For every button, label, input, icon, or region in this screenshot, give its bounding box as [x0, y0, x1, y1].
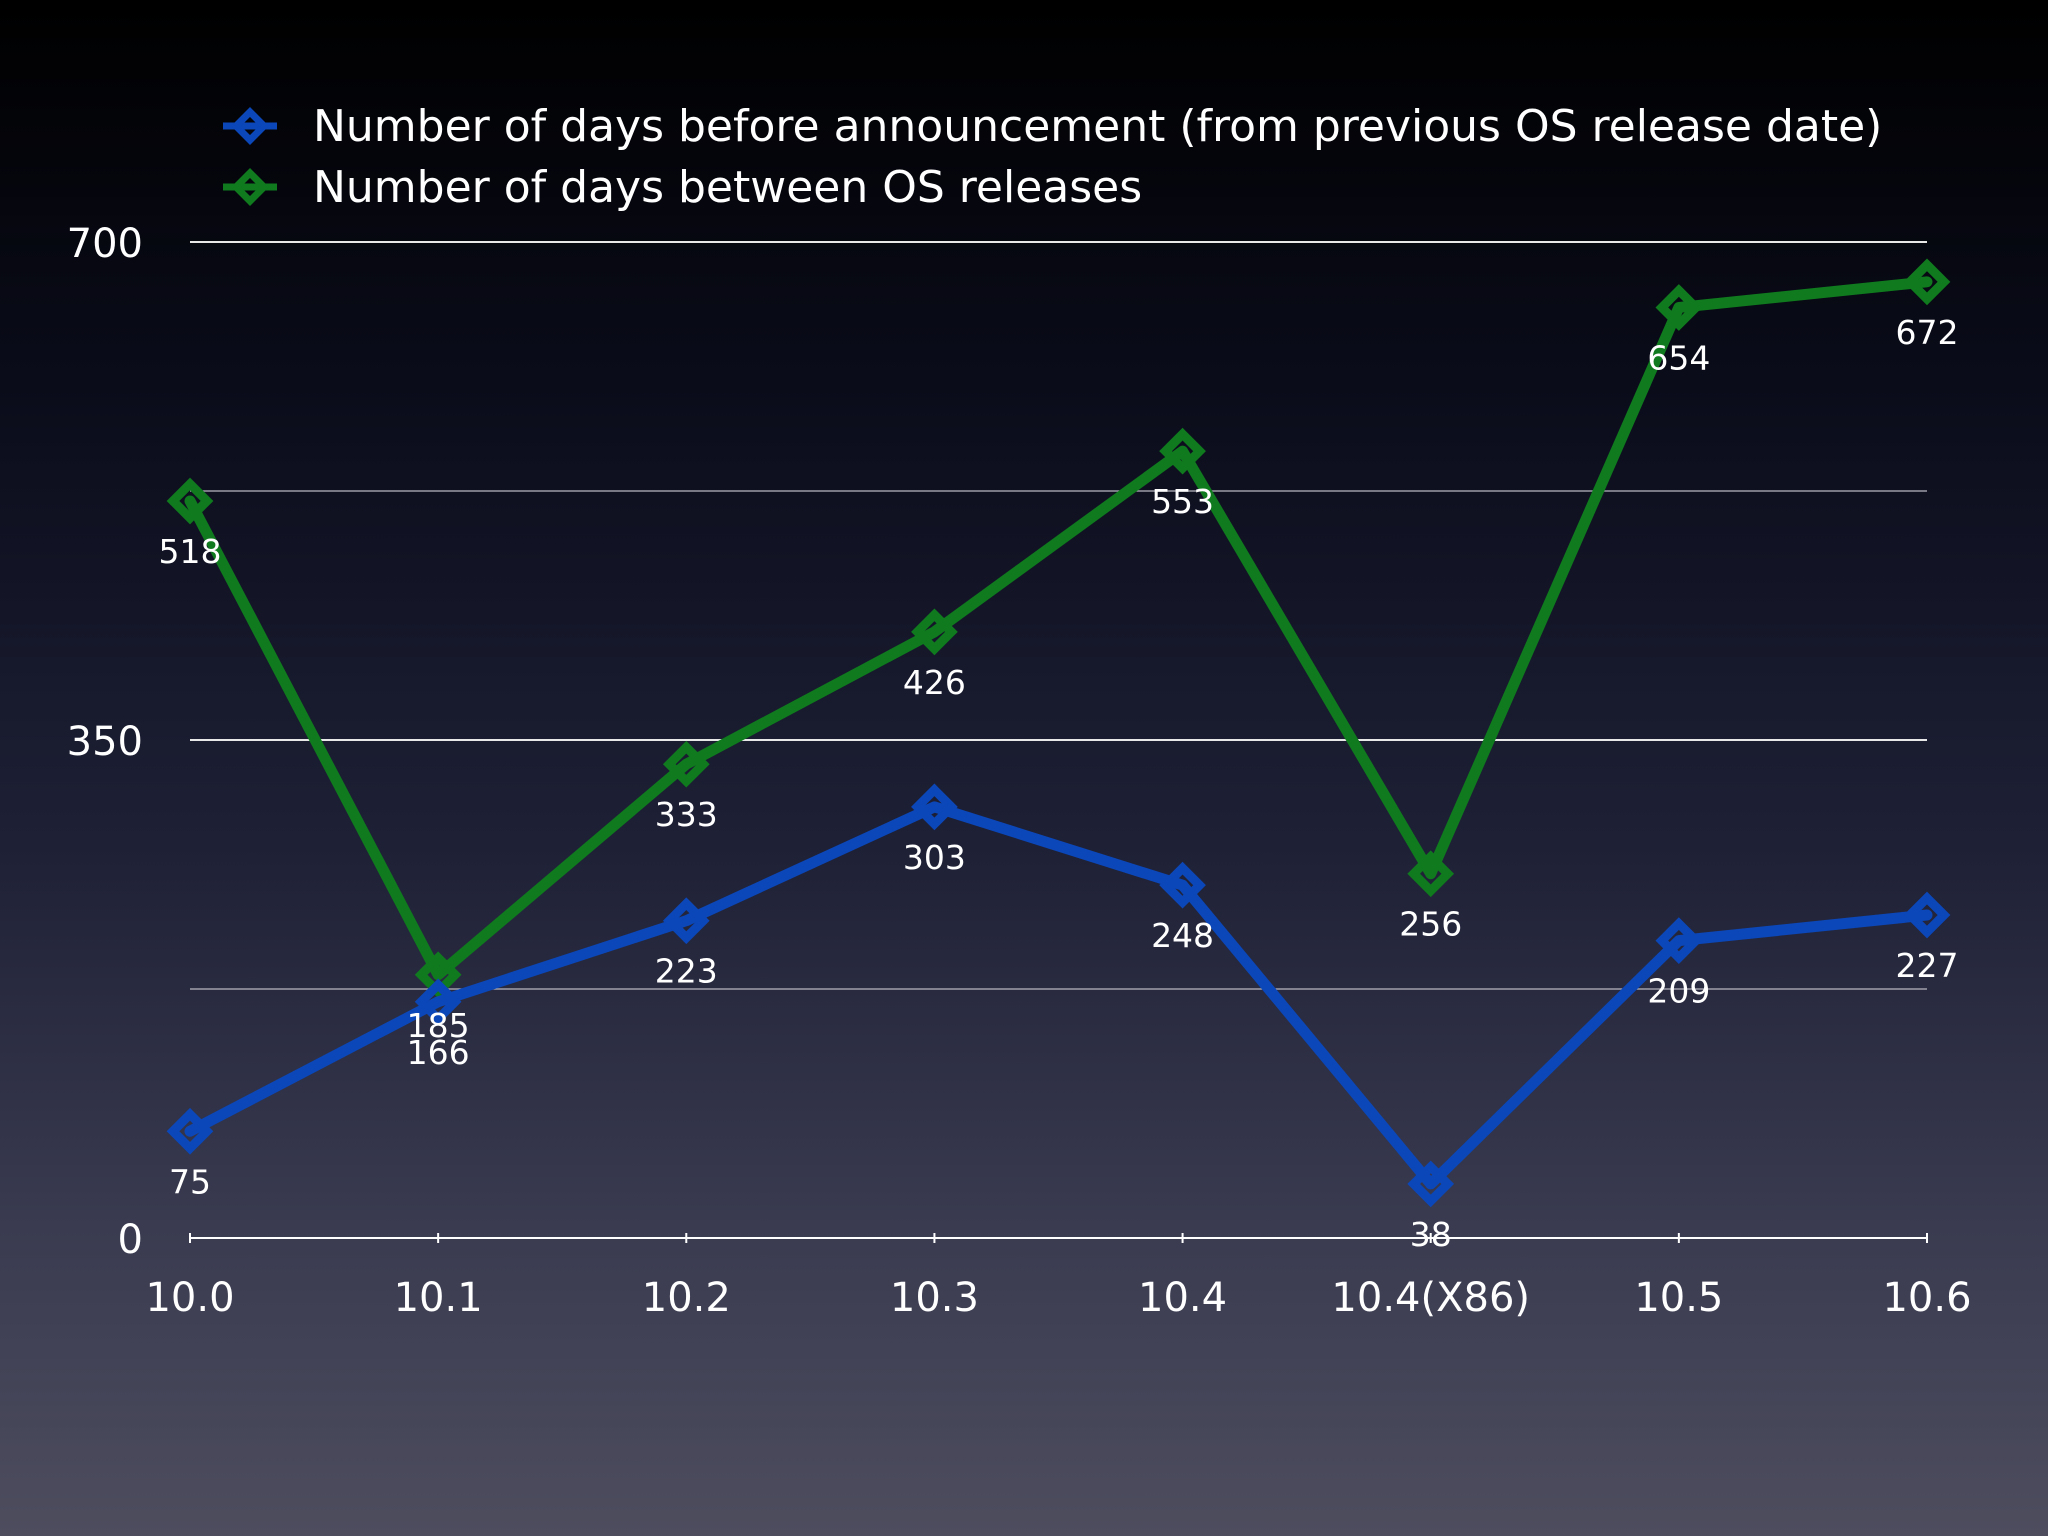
- legend-item-green: Number of days between OS releases: [223, 162, 1142, 213]
- y-tick-label-700: 700: [67, 221, 143, 267]
- x-tick-label-3: 10.3: [890, 1275, 979, 1321]
- data-point-1-7: [1903, 258, 1951, 306]
- x-tick-label-1: 10.1: [394, 1275, 483, 1321]
- x-tick-label-6: 10.5: [1634, 1275, 1723, 1321]
- legend-label-blue: Number of days before announcement (from…: [313, 101, 1882, 152]
- data-label-1-3: 426: [903, 663, 966, 702]
- legend-item-blue: Number of days before announcement (from…: [223, 101, 1882, 152]
- legend-marker-blue: [231, 107, 269, 145]
- data-label-1-4: 553: [1151, 482, 1214, 521]
- legend-marker-green: [231, 168, 269, 206]
- legend: Number of days before announcement (from…: [223, 101, 1882, 213]
- data-point-0-2: [662, 897, 710, 945]
- data-label-0-5: 38: [1410, 1215, 1452, 1254]
- data-point-1-6: [1655, 284, 1703, 331]
- data-label-1-2: 333: [655, 795, 718, 834]
- x-tick-label-0: 10.0: [145, 1275, 234, 1321]
- x-tick-label-5: 10.4(X86): [1331, 1275, 1530, 1321]
- y-tick-label-0: 0: [118, 1217, 143, 1263]
- data-point-1-0: [166, 477, 214, 525]
- data-label-1-7: 672: [1896, 313, 1959, 352]
- data-point-0-5: [1407, 1160, 1455, 1208]
- data-label-0-2: 223: [655, 952, 718, 991]
- data-label-1-6: 654: [1647, 338, 1710, 377]
- series-line-0: [184, 801, 1933, 1190]
- data-point-1-4: [1159, 427, 1206, 475]
- x-tick-label-7: 10.6: [1882, 1275, 1971, 1321]
- data-labels: 518 185 333 426 553 256 654 672 75 166 223 303 248 38…: [159, 313, 1959, 1254]
- x-tick-label-4: 10.4: [1138, 1275, 1227, 1321]
- data-label-0-4: 248: [1151, 916, 1214, 955]
- data-point-1-3: [911, 608, 958, 656]
- x-tick-label-2: 10.2: [642, 1275, 731, 1321]
- data-point-0-3: [911, 783, 958, 831]
- legend-label-green: Number of days between OS releases: [313, 162, 1142, 213]
- data-point-0-7: [1903, 891, 1951, 939]
- data-label-0-6: 209: [1647, 972, 1710, 1011]
- data-point-1-5: [1407, 850, 1455, 898]
- y-tick-label-350: 350: [67, 719, 143, 765]
- data-point-0-4: [1159, 861, 1206, 909]
- data-label-1-5: 256: [1399, 905, 1462, 944]
- data-point-1-1: [414, 951, 462, 999]
- data-label-1-1: 185: [407, 1006, 470, 1045]
- data-label-0-3: 303: [903, 838, 966, 877]
- series-line-1: [184, 276, 1933, 981]
- data-label-1-0: 518: [159, 532, 222, 571]
- data-label-0-7: 227: [1896, 946, 1959, 985]
- data-point-1-2: [662, 740, 710, 788]
- axes: 0 350 700 10.0 10.1 10.2 10.3 10.4 10.4(X86) 10.5…: [67, 221, 1972, 1321]
- data-label-0-1: 166: [407, 1033, 470, 1072]
- data-point-0-0: [166, 1107, 214, 1155]
- series-layer: [166, 258, 1951, 1208]
- data-label-0-0: 75: [169, 1162, 211, 1201]
- data-point-0-6: [1655, 917, 1703, 964]
- data-point-0-1: [414, 978, 462, 1026]
